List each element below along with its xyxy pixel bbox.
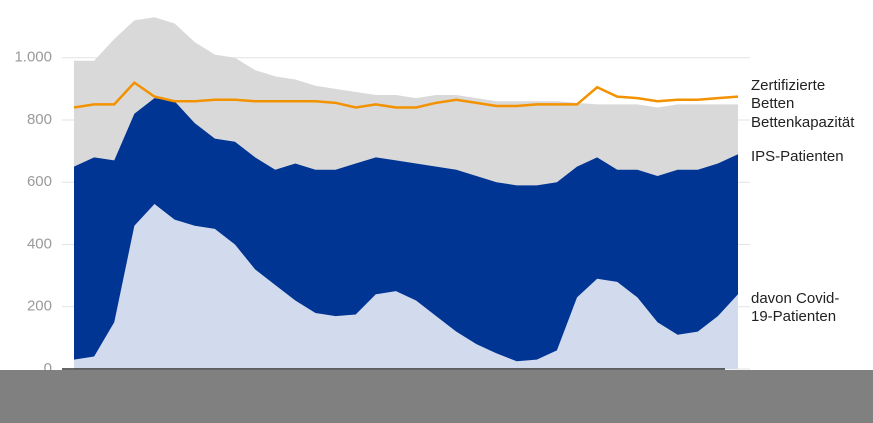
line [73,80,739,109]
series-label: davon Covid-19-Patienten [751,290,840,325]
series-label: Bettenkapazität [751,114,855,131]
series-label: IPS-Patienten [751,148,844,165]
y-tick-label: 400 [27,235,52,252]
y-tick-label: 1.000 [14,49,52,66]
series-label: Zertifizierte Betten [751,77,826,112]
y-tick-label: 0 [44,360,52,377]
bottom-bar [0,370,873,423]
area [74,204,738,369]
y-tick-label: 800 [27,111,52,128]
y-tick-label: 200 [27,298,52,315]
y-tick-label: 600 [27,173,52,190]
